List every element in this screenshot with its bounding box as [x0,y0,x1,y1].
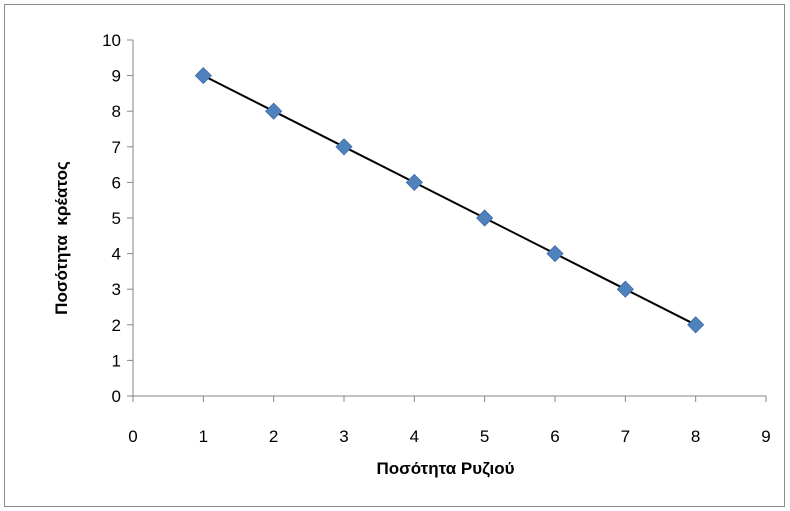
x-tick-label: 1 [199,427,208,446]
x-tick-label: 6 [550,427,559,446]
y-tick-label: 9 [112,67,121,86]
y-tick-label: 3 [112,280,121,299]
y-tick-label: 0 [112,387,121,406]
y-tick-label: 1 [112,351,121,370]
chart-area [4,4,785,507]
x-tick-label: 5 [480,427,489,446]
y-tick-label: 7 [112,138,121,157]
x-tick-label: 4 [410,427,419,446]
data-point [616,280,634,298]
x-tick-label: 7 [621,427,630,446]
y-axis-ticks: 0 1 2 3 4 5 6 7 8 9 10 [102,31,133,406]
data-point [194,67,212,85]
y-tick-label: 10 [102,31,121,50]
data-point [335,138,353,156]
data-point [405,173,423,191]
y-tick-label: 8 [112,102,121,121]
y-tick-label: 6 [112,173,121,192]
y-axis-title: Ποσότητα κρέατος [52,161,71,315]
x-tick-label: 3 [339,427,348,446]
x-tick-label: 8 [691,427,700,446]
x-tick-label: 0 [128,427,137,446]
axes [132,40,766,397]
data-point [265,102,283,120]
x-axis-ticks: 0 1 2 3 4 5 6 7 8 9 [128,396,771,446]
data-point [687,316,705,334]
series-line [202,74,697,326]
y-tick-label: 2 [112,316,121,335]
y-tick-label: 5 [112,209,121,228]
x-axis-title: Ποσότητα Ρυζιού [376,459,514,478]
x-tick-label: 2 [269,427,278,446]
data-point [546,245,564,263]
y-tick-label: 4 [112,245,121,264]
series-layer [194,67,705,334]
data-point [476,209,494,227]
x-tick-label: 9 [761,427,770,446]
